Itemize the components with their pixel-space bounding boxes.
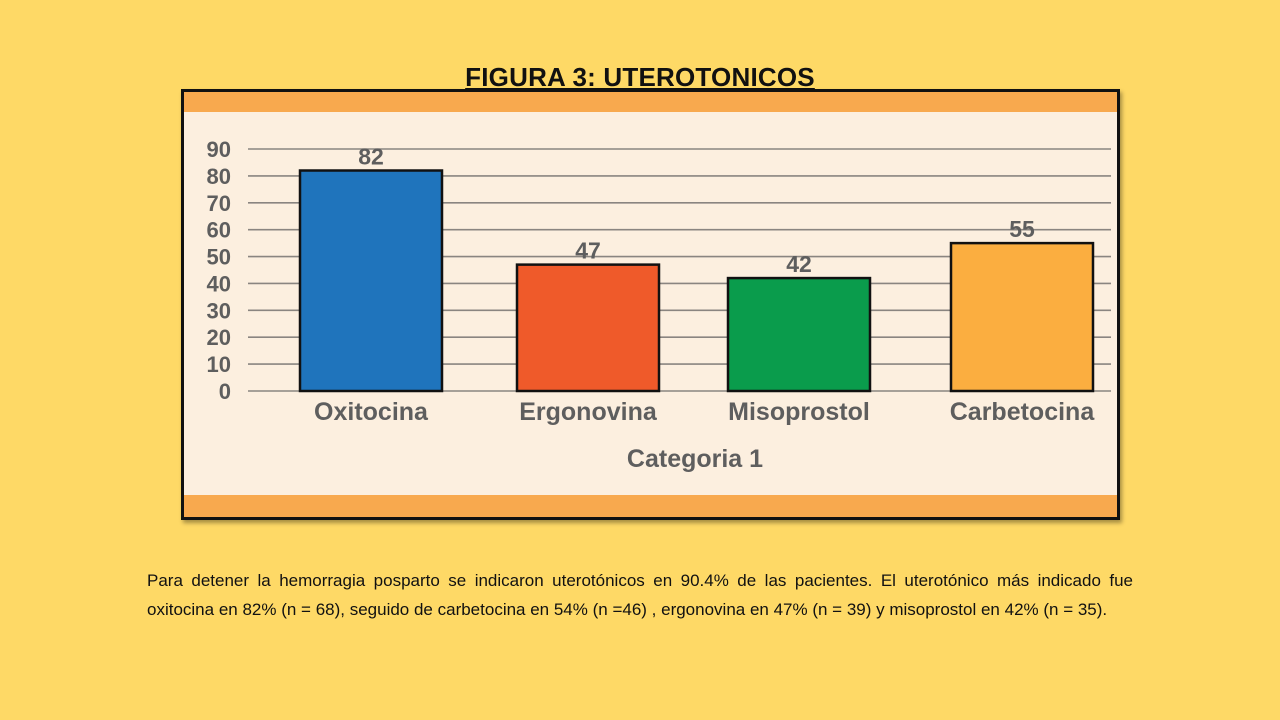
y-tick-label: 90 [207,137,231,162]
chart-frame: 0 10 20 30 40 50 60 70 80 90 82 Oxitocina 47 Ergonovi… [181,89,1120,520]
bar [298,169,444,393]
data-label: 82 [358,144,384,170]
y-tick-label: 70 [207,191,231,216]
slide-caption: Para detener la hemorragia posparto se i… [147,571,1133,619]
y-tick-label: 10 [207,352,231,377]
bar [515,263,661,393]
y-tick-label: 50 [207,245,231,270]
x-tick-label: Oxitocina [314,398,429,426]
data-label: 47 [575,238,601,264]
slide-title: FIGURA 3: UTEROTONICOS [465,62,815,92]
x-tick-label: Misoprostol [728,398,870,426]
data-label: 55 [1009,216,1035,242]
frame-top-band [184,92,1117,112]
bar [949,241,1095,393]
y-tick-label: 30 [207,298,231,323]
y-tick-label: 0 [219,379,231,404]
y-tick-label: 80 [207,164,231,189]
y-tick-label: 20 [207,325,231,350]
x-tick-label: Ergonovina [519,398,658,426]
y-tick-label: 40 [207,271,231,296]
y-tick-label: 60 [207,218,231,243]
data-label: 42 [786,251,812,277]
x-axis-label: Categoria 1 [627,445,763,473]
x-tick-label: Carbetocina [950,398,1096,426]
bar [726,276,872,393]
frame-bottom-band [184,495,1117,517]
